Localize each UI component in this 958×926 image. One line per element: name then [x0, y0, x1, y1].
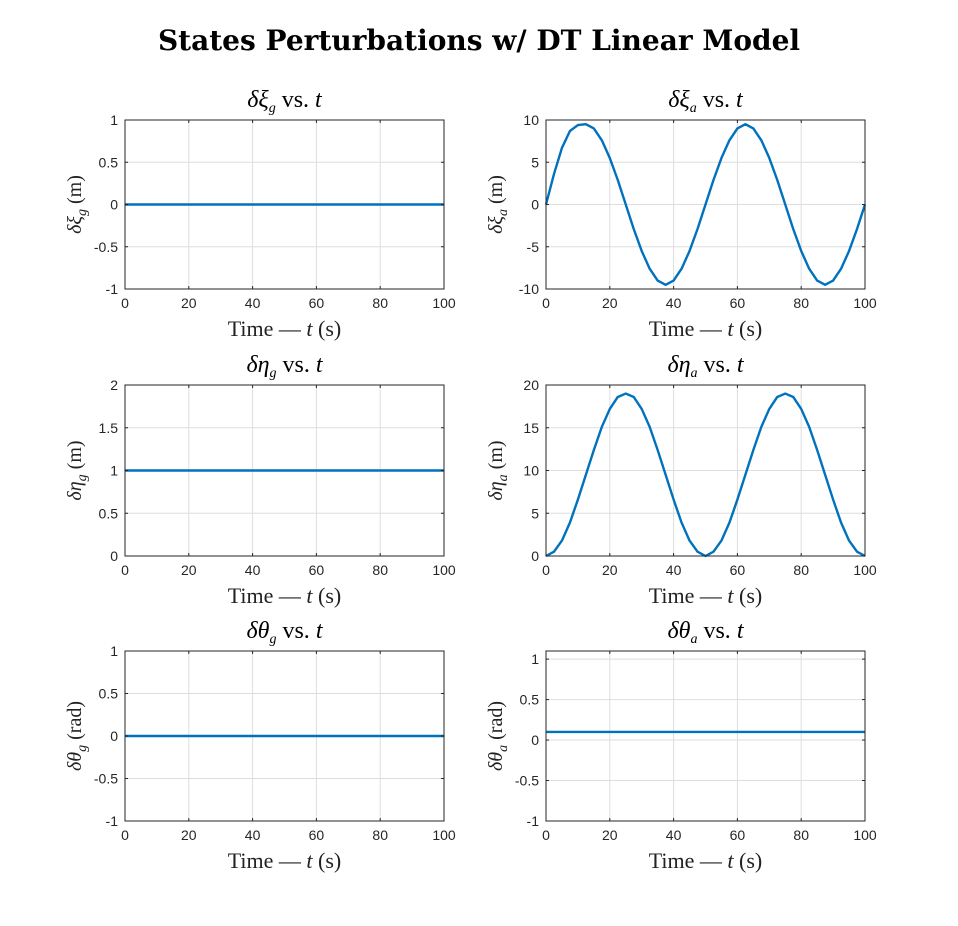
subplot-title: δξa vs. t — [668, 87, 744, 116]
x-tick-label: 100 — [432, 295, 456, 311]
x-tick-label: 0 — [542, 295, 550, 311]
axes-frame — [545, 650, 866, 822]
x-tick-label: 60 — [730, 562, 746, 578]
x-axis-label: Time — t (s) — [649, 316, 763, 341]
x-tick-label: 40 — [245, 295, 261, 311]
y-tick-label: -0.5 — [94, 771, 118, 787]
y-tick-label: -10 — [519, 281, 539, 297]
x-tick-label: 0 — [121, 295, 129, 311]
x-tick-label: 0 — [121, 562, 129, 578]
subplot-title: δθa vs. t — [668, 618, 745, 647]
x-tick-label: 40 — [245, 827, 261, 843]
x-axis-label: Time — t (s) — [649, 583, 763, 608]
subplot-6: 0 20 40 60 80 100 -1 -0.5 0 0.5 1 δθa vs. t Time — t… — [485, 618, 877, 873]
y-tick-label: 15 — [523, 420, 539, 436]
y-tick-label: 0.5 — [99, 505, 119, 521]
x-tick-label: 40 — [245, 562, 261, 578]
x-tick-label: 100 — [432, 562, 456, 578]
x-tick-label: 20 — [181, 827, 197, 843]
x-tick-label: 0 — [542, 562, 550, 578]
x-tick-label: 60 — [309, 562, 325, 578]
y-axis-label: δξg (m) — [64, 175, 90, 234]
x-tick-label: 40 — [666, 827, 682, 843]
y-tick-label: 1 — [110, 112, 118, 128]
x-tick-label: 80 — [793, 827, 809, 843]
y-tick-label: 1 — [531, 651, 539, 667]
x-axis-label: Time — t (s) — [228, 316, 342, 341]
y-tick-label: 10 — [523, 112, 539, 128]
y-tick-label: 1 — [110, 643, 118, 659]
x-tick-label: 80 — [793, 562, 809, 578]
y-tick-label: 0.5 — [99, 686, 119, 702]
x-axis-label: Time — t (s) — [649, 848, 763, 873]
y-tick-label: 1.5 — [99, 420, 119, 436]
x-tick-label: 20 — [602, 562, 618, 578]
y-tick-label: 0 — [531, 548, 539, 564]
x-tick-label: 20 — [181, 562, 197, 578]
y-tick-label: 5 — [531, 505, 539, 521]
y-tick-label: 1 — [110, 463, 118, 479]
subplot-title: δθg vs. t — [247, 618, 324, 647]
x-tick-label: 60 — [730, 295, 746, 311]
y-tick-label: 2 — [110, 377, 118, 393]
y-tick-label: -1 — [106, 281, 119, 297]
x-tick-label: 80 — [372, 562, 388, 578]
x-axis-label: Time — t (s) — [228, 583, 342, 608]
subplot-title: δηg vs. t — [246, 352, 323, 381]
x-tick-label: 20 — [181, 295, 197, 311]
y-tick-label: -0.5 — [94, 239, 118, 255]
y-axis-label: δξa (m) — [485, 175, 511, 234]
y-tick-label: 0 — [531, 197, 539, 213]
subplot-3: 0 20 40 60 80 100 0 0.5 1 1.5 2 δηg vs. t Time — t (… — [64, 352, 456, 608]
y-tick-label: 0.5 — [99, 154, 119, 170]
y-tick-label: 20 — [523, 377, 539, 393]
x-tick-label: 100 — [432, 827, 456, 843]
subplot-title: δηa vs. t — [667, 352, 744, 381]
subplot-title: δξg vs. t — [247, 87, 323, 116]
x-tick-label: 80 — [793, 295, 809, 311]
y-tick-label: 0 — [110, 728, 118, 744]
y-tick-label: -5 — [527, 239, 540, 255]
y-axis-label: δηa (m) — [485, 440, 511, 500]
subplot-4: 0 20 40 60 80 100 0 5 10 15 20 δηa vs. t Time — t (s… — [485, 352, 877, 608]
x-tick-label: 0 — [542, 827, 550, 843]
subplot-5: 0 20 40 60 80 100 -1 -0.5 0 0.5 1 δθg vs. t Time — t… — [64, 618, 456, 873]
x-axis-label: Time — t (s) — [228, 848, 342, 873]
x-tick-label: 20 — [602, 295, 618, 311]
y-tick-label: -0.5 — [515, 773, 539, 789]
y-axis-label: δθa (rad) — [485, 701, 511, 771]
series-line — [544, 123, 867, 286]
y-tick-label: 0.5 — [520, 692, 540, 708]
x-tick-label: 80 — [372, 295, 388, 311]
x-tick-label: 80 — [372, 827, 388, 843]
subplot-1: 0 20 40 60 80 100 -1 -0.5 0 0.5 1 δξg vs. t Time — t… — [64, 87, 456, 341]
x-tick-label: 100 — [853, 295, 877, 311]
x-tick-label: 40 — [666, 562, 682, 578]
y-tick-label: 10 — [523, 463, 539, 479]
y-axis-label: δθg (rad) — [64, 701, 90, 771]
x-tick-label: 20 — [602, 827, 618, 843]
y-tick-label: 0 — [110, 197, 118, 213]
y-axis-label: δηg (m) — [64, 440, 90, 500]
plot-area — [546, 651, 865, 821]
x-tick-label: 60 — [730, 827, 746, 843]
y-tick-label: -1 — [106, 813, 119, 829]
y-tick-label: 5 — [531, 154, 539, 170]
y-tick-label: 0 — [531, 732, 539, 748]
x-tick-label: 100 — [853, 827, 877, 843]
x-tick-label: 0 — [121, 827, 129, 843]
x-tick-label: 100 — [853, 562, 877, 578]
x-tick-label: 60 — [309, 827, 325, 843]
x-tick-label: 40 — [666, 295, 682, 311]
figure-title: States Perturbations w/ DT Linear Model — [158, 24, 800, 57]
y-tick-label: 0 — [110, 548, 118, 564]
x-tick-label: 60 — [309, 295, 325, 311]
subplot-2: 0 20 40 60 80 100 -10 -5 0 5 10 δξa vs. t Time — t (… — [485, 87, 877, 341]
y-tick-label: -1 — [527, 813, 540, 829]
